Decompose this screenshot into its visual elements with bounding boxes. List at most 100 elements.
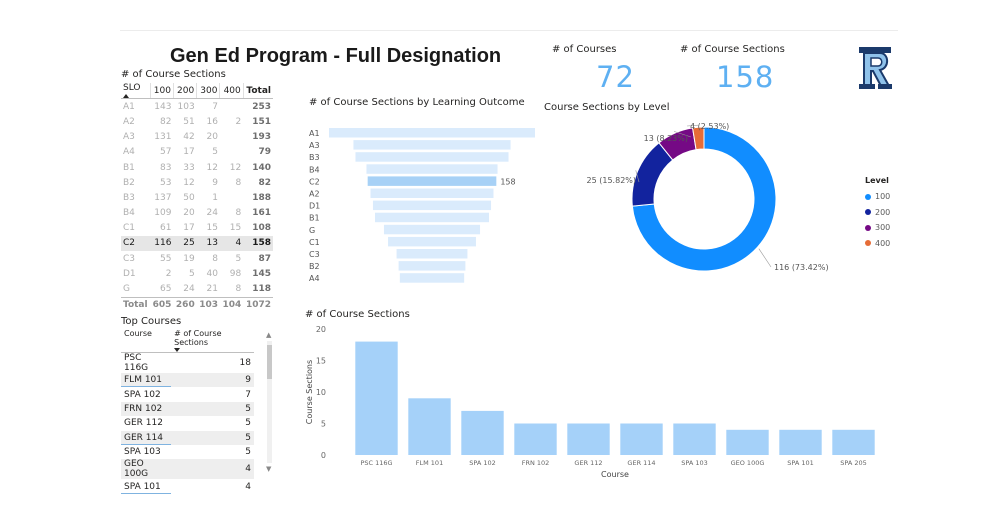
bar[interactable] — [832, 429, 875, 455]
funnel-bar[interactable] — [399, 273, 465, 283]
legend-item[interactable]: 300 — [865, 220, 890, 236]
bar[interactable] — [408, 398, 451, 455]
legend-item[interactable]: 200 — [865, 205, 890, 221]
x-tick-label: FLM 101 — [416, 459, 443, 467]
bar[interactable] — [355, 341, 398, 455]
matrix-cell: 55 — [160, 253, 172, 264]
course-name-cell[interactable]: SPA 101 — [121, 479, 171, 493]
funnel-bar[interactable] — [375, 212, 489, 223]
funnel-bar[interactable] — [398, 261, 466, 271]
matrix-row[interactable]: B1 83 33 12 12 140 — [121, 160, 273, 175]
course-name-cell[interactable]: SPA 102 — [124, 389, 161, 400]
donut-slice[interactable] — [692, 126, 705, 151]
funnel-bar[interactable] — [355, 152, 509, 162]
donut-leader-line — [686, 124, 699, 127]
funnel-bar[interactable] — [388, 236, 476, 247]
column-header-300[interactable]: 300 — [196, 83, 221, 100]
funnel-data-label: 158 — [500, 177, 515, 186]
column-header-400[interactable]: 400 — [219, 83, 244, 100]
legend-item[interactable]: 400 — [865, 236, 890, 252]
legend-item[interactable]: 100 — [865, 189, 890, 205]
x-tick-label: GER 112 — [574, 459, 602, 467]
funnel-bar[interactable] — [329, 128, 535, 138]
bar[interactable] — [779, 429, 822, 455]
column-header-total[interactable]: Total — [243, 83, 273, 100]
table-row[interactable]: GER 114 5 — [121, 430, 254, 445]
funnel-bar[interactable] — [396, 249, 468, 259]
sort-descending-icon — [174, 348, 181, 352]
matrix-row[interactable]: B4 109 20 24 8 161 — [121, 206, 273, 221]
table-row[interactable]: GER 112 5 — [121, 416, 254, 430]
matrix-total-cell: 260 — [173, 296, 197, 313]
matrix-cell: B3 — [123, 192, 135, 203]
matrix-cell: 25 — [173, 235, 197, 252]
column-header-slo[interactable]: SLO — [121, 83, 151, 100]
funnel-bar[interactable] — [353, 140, 511, 150]
column-header-100[interactable]: 100 — [150, 83, 174, 100]
matrix-cell — [220, 99, 243, 115]
matrix-row[interactable]: A4 57 17 5 79 — [121, 145, 273, 160]
table-row[interactable]: GEO 100G 4 — [121, 459, 254, 480]
funnel-category-label: A2 — [309, 190, 320, 199]
matrix-cell: 137 — [154, 192, 172, 203]
funnel-category-label: A1 — [309, 129, 320, 138]
funnel-bar[interactable] — [367, 176, 497, 186]
course-name-cell[interactable]: GER 112 — [124, 418, 163, 429]
bar[interactable] — [514, 423, 557, 456]
matrix-cell: 24 — [206, 208, 218, 219]
course-name-cell[interactable]: GEO 100G — [121, 459, 172, 480]
matrix-cell: 7 — [212, 101, 218, 112]
top-courses-title: Top Courses — [121, 316, 182, 327]
funnel-bar[interactable] — [372, 200, 492, 211]
top-courses-scrollbar[interactable]: ▲ ▼ — [266, 331, 274, 473]
matrix-row[interactable]: G 65 24 21 8 118 — [121, 281, 273, 297]
bar[interactable] — [673, 423, 716, 456]
bar[interactable] — [461, 410, 504, 455]
column-header-course-sections[interactable]: # of Course Sections — [171, 329, 254, 353]
matrix-cell: A4 — [123, 147, 135, 158]
legend-title: Level — [865, 176, 889, 185]
bar[interactable] — [567, 423, 610, 456]
course-name-cell[interactable]: FRN 102 — [121, 401, 172, 417]
matrix-row[interactable]: C2 116 25 13 4 158 — [121, 235, 273, 252]
table-row[interactable]: FRN 102 5 — [121, 401, 254, 417]
course-sections-cell: 7 — [245, 389, 251, 400]
matrix-row[interactable]: A2 82 51 16 2 151 — [121, 114, 273, 129]
matrix-cell: 116 — [150, 235, 174, 252]
course-name-cell[interactable]: PSC 116G — [124, 353, 149, 373]
course-name-cell[interactable]: GER 114 — [121, 430, 172, 445]
scroll-up-icon[interactable]: ▲ — [266, 331, 272, 339]
table-row[interactable]: SPA 101 4 — [121, 479, 254, 493]
course-name-cell[interactable]: SPA 103 — [124, 447, 161, 458]
matrix-cell: 12 — [183, 177, 195, 188]
scroll-thumb[interactable] — [267, 345, 272, 379]
matrix-cell: 50 — [183, 192, 195, 203]
matrix-row[interactable]: C3 55 19 8 5 87 — [121, 251, 273, 266]
matrix-row[interactable]: A1 143 103 7 253 — [121, 99, 273, 115]
course-name-cell[interactable]: FLM 101 — [121, 373, 172, 388]
matrix-row[interactable]: C1 61 17 15 15 108 — [121, 221, 273, 236]
donut-leader-line — [673, 131, 692, 138]
matrix-row[interactable]: B3 137 50 1 188 — [121, 190, 273, 205]
matrix-row[interactable]: A3 131 42 20 193 — [121, 130, 273, 145]
matrix-cell: 65 — [160, 284, 172, 295]
matrix-row[interactable]: B2 53 12 9 8 82 — [121, 175, 273, 190]
course-sections-cell: 5 — [171, 430, 254, 445]
bar[interactable] — [620, 423, 663, 456]
x-tick-label: SPA 101 — [787, 459, 814, 467]
funnel-bar[interactable] — [366, 164, 498, 174]
column-header-course[interactable]: Course — [121, 329, 172, 353]
table-row[interactable]: FLM 101 9 — [121, 373, 254, 388]
scroll-down-icon[interactable]: ▼ — [266, 465, 272, 473]
funnel-bar[interactable] — [370, 188, 494, 199]
donut-slice[interactable] — [631, 126, 777, 272]
funnel-bar[interactable] — [383, 224, 481, 235]
scroll-track[interactable] — [267, 341, 272, 463]
bar[interactable] — [726, 429, 769, 455]
table-row[interactable]: SPA 102 7 — [121, 387, 254, 401]
column-header-200[interactable]: 200 — [173, 83, 198, 100]
table-row[interactable]: PSC 116G 18 — [121, 353, 254, 373]
table-row[interactable]: SPA 103 5 — [121, 445, 254, 459]
matrix-cell: 12 — [229, 162, 242, 173]
matrix-row[interactable]: D1 2 5 40 98 145 — [121, 266, 273, 281]
